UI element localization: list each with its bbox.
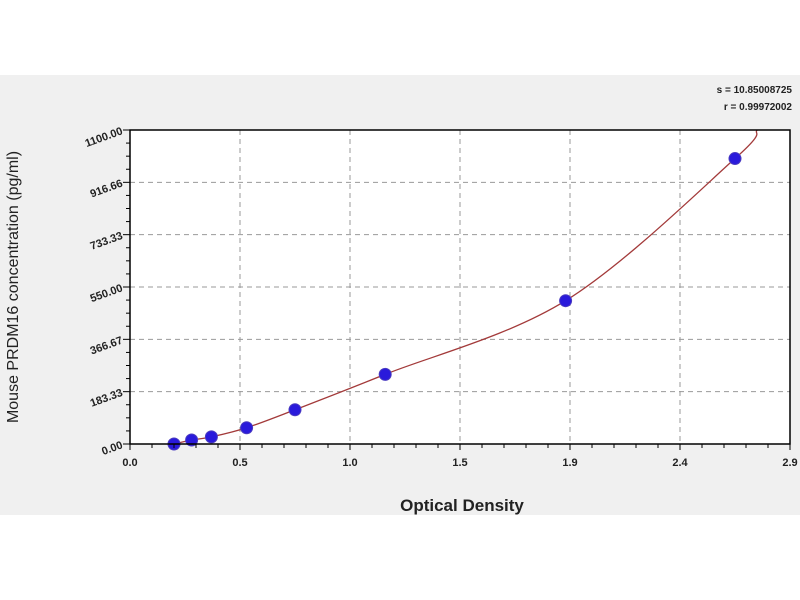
data-point (185, 433, 199, 447)
fitted-curve (173, 129, 758, 445)
data-point (240, 421, 254, 435)
x-axis-label: Optical Density (400, 496, 524, 515)
data-point (288, 403, 302, 417)
x-tick-label: 2.4 (672, 457, 688, 469)
y-tick-label: 366.67 (89, 335, 125, 358)
y-axis-label: Mouse PRDM16 concentration (pg/ml) (5, 151, 22, 423)
y-tick-label: 0.00 (100, 439, 124, 458)
x-tick-label: 0.0 (122, 457, 137, 469)
x-tick-label: 1.5 (452, 457, 467, 469)
y-tick-label: 733.33 (89, 230, 125, 253)
r-statistic: r = 0.99972002 (724, 102, 793, 113)
data-point (728, 152, 742, 166)
y-tick-label: 1100.00 (83, 125, 124, 150)
y-tick-label: 550.00 (89, 282, 125, 305)
x-tick-label: 0.5 (232, 457, 247, 469)
x-tick-label: 2.9 (782, 457, 797, 469)
y-tick-label: 916.66 (89, 178, 125, 201)
x-tick-label: 1.9 (562, 457, 577, 469)
x-tick-label: 1.0 (342, 457, 357, 469)
data-point (378, 367, 392, 381)
data-point (559, 294, 573, 308)
data-point (204, 430, 218, 444)
s-statistic: s = 10.85008725 (717, 85, 793, 96)
y-tick-label: 183.33 (89, 387, 125, 410)
